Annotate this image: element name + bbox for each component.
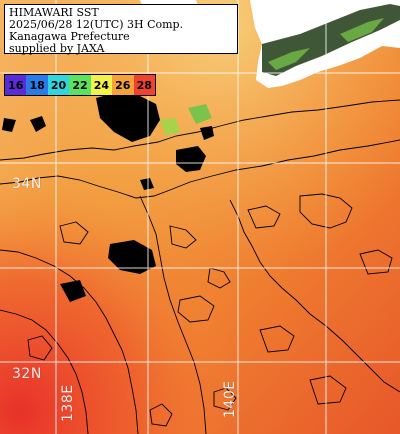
scale-cell-16: 16 xyxy=(5,75,27,95)
title-line-2: 2025/06/28 12(UTC) 3H Comp. xyxy=(9,18,184,31)
scale-cell-22: 22 xyxy=(69,75,91,95)
scale-cell-28: 28 xyxy=(133,75,155,95)
lon-label-138e: 138E xyxy=(60,384,76,422)
lat-label-32n: 32N xyxy=(12,366,42,382)
title-line-4: supplied by JAXA xyxy=(9,42,105,55)
cloud-patch-mid xyxy=(108,240,156,274)
cloud-patch-center xyxy=(176,146,206,172)
title-box: HIMAWARI SST 2025/06/28 12(UTC) 3H Comp.… xyxy=(4,4,238,55)
sst-contours xyxy=(0,99,400,434)
lat-label-34n: 34N xyxy=(12,176,42,192)
title-line-3: Kanagawa Prefecture xyxy=(9,30,130,43)
scale-cell-26: 26 xyxy=(112,75,134,95)
cloud-patch-north xyxy=(96,92,160,142)
title-line-1: HIMAWARI SST xyxy=(9,6,99,19)
sst-color-scale: 16 18 20 22 24 26 28 xyxy=(4,74,156,96)
scale-cell-18: 18 xyxy=(26,75,48,95)
scale-cell-24: 24 xyxy=(90,75,113,95)
scale-cell-20: 20 xyxy=(47,75,70,95)
lon-label-140e: 140E xyxy=(222,380,238,418)
